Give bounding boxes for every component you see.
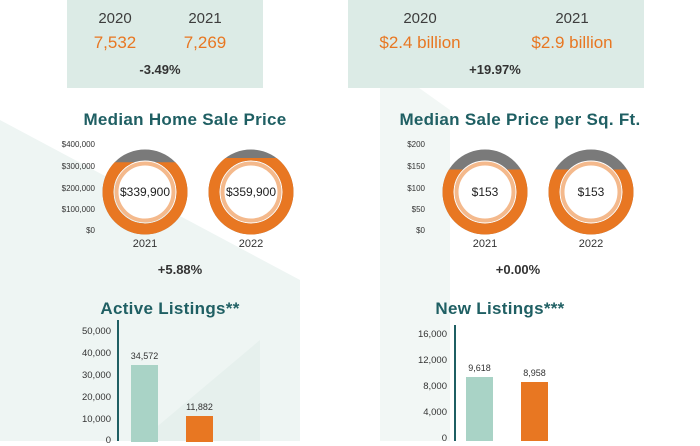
median-price-ytick: $200,000 xyxy=(61,184,95,193)
sqft-category-2022: 2022 xyxy=(578,238,604,250)
median-price-category-2021: 2021 xyxy=(132,238,158,250)
median-price-donut-2021 xyxy=(102,149,188,235)
new-listings-title: New Listings*** xyxy=(435,299,565,318)
median-price-label-2022: $359,900 xyxy=(225,185,277,199)
median-price-ytick: $400,000 xyxy=(61,140,95,149)
active-bar-2022 xyxy=(186,415,213,442)
median-price-ytick: $0 xyxy=(86,226,95,235)
new-axis xyxy=(454,325,456,441)
median-price-ytick: $100,000 xyxy=(61,205,95,214)
closed-sales-change: -3.49% xyxy=(139,62,181,77)
closed-sales-value-2020: 7,532 xyxy=(93,33,137,52)
sqft-ytick: $100 xyxy=(407,184,425,193)
median-price-change: +5.88% xyxy=(157,262,203,277)
sales-volume-change: +19.97% xyxy=(469,62,521,77)
active-bar-label-2022: 11,882 xyxy=(186,401,213,412)
donut-center xyxy=(560,161,622,223)
new-ytick: 12,000 xyxy=(417,355,447,366)
donut-level xyxy=(548,169,634,235)
median-price-category-2022: 2022 xyxy=(238,238,264,250)
donut-level xyxy=(208,158,294,235)
donut-center xyxy=(454,161,516,223)
sqft-ytick: $50 xyxy=(411,205,425,214)
donut-center xyxy=(220,161,282,223)
sales-volume-panel xyxy=(348,0,644,88)
sqft-change: +0.00% xyxy=(495,262,541,277)
sales-volume-value-2021: $2.9 billion xyxy=(531,33,613,52)
new-ytick: 16,000 xyxy=(417,329,447,340)
closed-sales-panel xyxy=(67,0,263,88)
sqft-ytick: $0 xyxy=(416,226,425,235)
new-ytick: 8,000 xyxy=(423,381,447,392)
donut-level xyxy=(442,169,528,235)
new-bar-label-2022: 8,958 xyxy=(523,367,546,378)
active-axis xyxy=(117,320,119,441)
sqft-label-2022: $153 xyxy=(577,185,605,199)
sales-volume-value-2020: $2.4 billion xyxy=(379,33,461,52)
new-ytick: 0 xyxy=(441,433,447,444)
new-ytick: 4,000 xyxy=(423,407,447,418)
median-price-ytick: $300,000 xyxy=(61,162,95,171)
new-bar-2021 xyxy=(466,377,493,441)
closed-sales-year-2021: 2021 xyxy=(188,10,222,27)
sqft-donut-2022 xyxy=(548,149,634,235)
sqft-ytick: $150 xyxy=(407,162,425,171)
active-bar-label-2021: 34,572 xyxy=(130,351,159,362)
closed-sales-value-2021: 7,269 xyxy=(183,33,227,52)
sales-volume-year-2021: 2021 xyxy=(555,10,589,27)
sqft-category-2021: 2021 xyxy=(472,238,498,250)
active-ytick: 40,000 xyxy=(81,348,111,359)
sales-volume-year-2020: 2020 xyxy=(403,10,437,27)
active-ytick: 10,000 xyxy=(81,414,111,425)
sqft-donut-2021 xyxy=(442,149,528,235)
active-ytick: 50,000 xyxy=(81,326,111,337)
new-bar-2022 xyxy=(521,381,548,441)
median-price-label-2021: $339,900 xyxy=(119,185,171,199)
median-price-title: Median Home Sale Price xyxy=(83,110,287,129)
active-bar-2021 xyxy=(131,365,158,442)
new-bar-label-2021: 9,618 xyxy=(468,363,491,374)
active-ytick: 30,000 xyxy=(81,370,111,381)
price-per-sqft-title: Median Sale Price per Sq. Ft. xyxy=(399,110,641,129)
sqft-ytick: $200 xyxy=(407,140,425,149)
sqft-label-2021: $153 xyxy=(471,185,499,199)
donut-center xyxy=(114,161,176,223)
median-price-donut-2022 xyxy=(208,149,294,235)
donut-level xyxy=(102,162,188,235)
active-listings-title: Active Listings** xyxy=(100,299,240,318)
active-ytick: 20,000 xyxy=(81,392,111,403)
closed-sales-year-2020: 2020 xyxy=(98,10,132,27)
